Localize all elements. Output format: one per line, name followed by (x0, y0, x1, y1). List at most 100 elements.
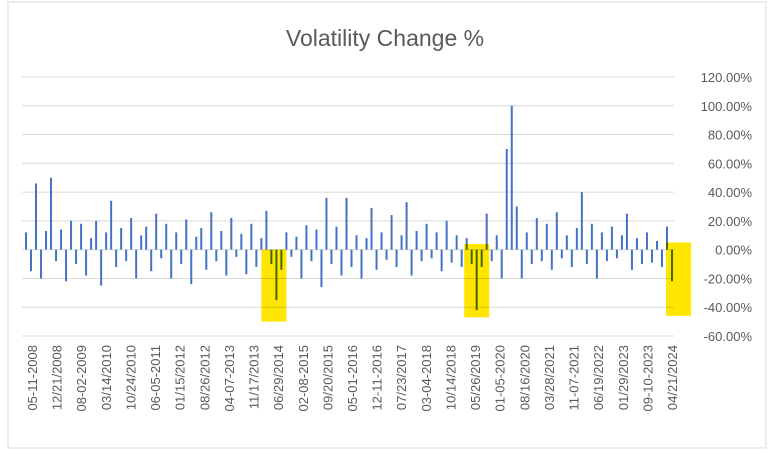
y-tick-label: -20.00% (704, 271, 753, 286)
bar (135, 249, 138, 279)
bar (225, 249, 228, 276)
x-tick-label: 01/15/2012 (173, 345, 188, 410)
bar (240, 233, 243, 250)
bar (50, 177, 53, 250)
bar (635, 238, 638, 250)
bar (485, 213, 488, 250)
bar (455, 235, 458, 250)
bar (100, 249, 103, 286)
y-tick-label: 0.00% (715, 243, 752, 258)
bar (570, 249, 573, 267)
bar (555, 212, 558, 250)
bar (450, 249, 453, 263)
x-tick-label: 07/23/2017 (394, 345, 409, 410)
bar (250, 223, 253, 250)
x-tick-label: 01/29/2023 (616, 345, 631, 410)
bar (345, 197, 348, 250)
bar (630, 249, 633, 270)
bar (200, 228, 203, 250)
y-tick-label: 60.00% (708, 156, 753, 171)
bar (70, 220, 73, 250)
x-tick-label: 09-10-2023 (640, 345, 655, 412)
bar (500, 249, 503, 279)
bar (90, 238, 93, 250)
bar (260, 238, 263, 250)
bar (490, 249, 493, 262)
bar (615, 249, 618, 259)
bar (370, 207, 373, 250)
bar (330, 249, 333, 265)
bar (400, 235, 403, 250)
bar (525, 232, 528, 250)
bar (640, 249, 643, 265)
bar (415, 230, 418, 250)
bar (25, 232, 27, 250)
bar (620, 235, 623, 250)
x-tick-label: 06/19/2022 (591, 345, 606, 410)
bar (255, 249, 258, 267)
bar (155, 213, 158, 250)
bar (375, 249, 378, 270)
x-tick-label: 03-04-2018 (419, 345, 434, 412)
bar (55, 249, 58, 262)
bar (115, 249, 118, 267)
bar (605, 249, 608, 262)
bar (140, 235, 143, 250)
bar (40, 249, 43, 279)
bar (170, 249, 173, 279)
bar (335, 226, 338, 250)
bar (290, 249, 293, 257)
bar (315, 229, 318, 250)
y-tick-label: -40.00% (704, 300, 753, 315)
bar (215, 249, 218, 262)
x-tick-label: 08-02-2009 (74, 345, 89, 412)
bar (585, 249, 588, 265)
bar (300, 249, 303, 279)
bar (320, 249, 323, 288)
bar (575, 228, 578, 250)
x-tick-label: 06-05-2011 (148, 345, 163, 411)
bar (560, 249, 563, 259)
bar (435, 232, 438, 250)
y-tick-label: 40.00% (708, 185, 753, 200)
bar (265, 210, 268, 250)
bar (355, 235, 358, 250)
bar (535, 218, 538, 250)
bar (150, 249, 153, 272)
bar (220, 230, 223, 250)
chart-area (7, 1, 767, 449)
x-tick-label: 06/29/2014 (271, 345, 286, 410)
bar (285, 232, 288, 250)
bar (645, 232, 648, 250)
bar (390, 215, 393, 250)
x-tick-label: 05-01-2016 (345, 345, 360, 412)
bar (245, 249, 248, 275)
bar (125, 249, 128, 262)
x-tick-label: 04-07-2013 (222, 345, 237, 412)
bar (190, 249, 193, 285)
bar (145, 226, 148, 250)
bar (395, 249, 398, 267)
x-tick-label: 10/14/2018 (443, 345, 458, 410)
bar (505, 148, 508, 250)
bar (360, 249, 363, 279)
bar (95, 220, 98, 250)
bar (660, 249, 663, 267)
x-tick-label: 02-08-2015 (296, 345, 311, 412)
x-tick-label: 01-05-2020 (493, 345, 508, 412)
bar (550, 249, 553, 270)
bar (110, 200, 113, 250)
highlight-box (261, 249, 287, 322)
bar (195, 236, 198, 250)
bar (405, 202, 408, 250)
bar (510, 105, 513, 250)
x-tick-label: 10/24/2010 (123, 345, 138, 410)
bar (580, 192, 583, 250)
bar (30, 249, 33, 272)
x-tick-label: 08/16/2020 (517, 345, 532, 410)
bar (305, 225, 308, 250)
bar (520, 249, 523, 279)
y-tick-label: -60.00% (704, 329, 753, 344)
bar (165, 223, 168, 250)
